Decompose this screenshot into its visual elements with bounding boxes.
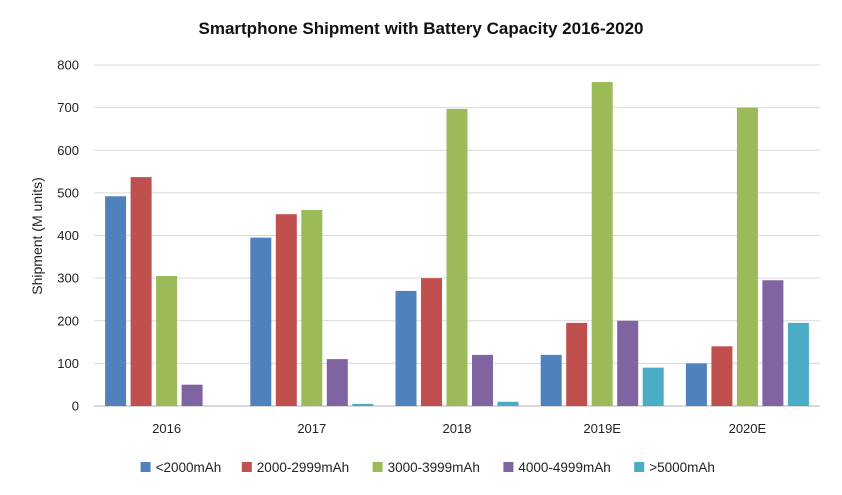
bar-2019e-series-1 bbox=[540, 354, 562, 406]
bar-2019e-series-4 bbox=[617, 320, 639, 406]
legend-label: 3000-3999mAh bbox=[388, 460, 480, 475]
bar-2016-series-3 bbox=[156, 275, 178, 406]
legend-swatch bbox=[140, 462, 151, 472]
bar-2018-series-5 bbox=[497, 401, 519, 406]
legend-item: 3000-3999mAh bbox=[372, 460, 480, 475]
legend-swatch bbox=[241, 462, 252, 472]
x-tick-label: 2019E bbox=[583, 421, 621, 436]
bar-2019e-series-2 bbox=[566, 322, 588, 406]
legend-item: 2000-2999mAh bbox=[241, 460, 349, 475]
legend-label: 2000-2999mAh bbox=[257, 460, 349, 475]
y-tick-label: 100 bbox=[57, 356, 79, 371]
y-tick-label: 400 bbox=[57, 228, 79, 243]
y-tick-label: 500 bbox=[57, 185, 79, 200]
y-tick-label: 800 bbox=[57, 58, 79, 73]
y-tick-label: 200 bbox=[57, 313, 79, 328]
x-tick-label: 2016 bbox=[152, 421, 181, 436]
x-tick-label: 2017 bbox=[297, 421, 326, 436]
legend-label: 4000-4999mAh bbox=[518, 460, 610, 475]
legend-label: >5000mAh bbox=[649, 460, 715, 475]
bars bbox=[105, 82, 809, 407]
y-tick-label: 600 bbox=[57, 143, 79, 158]
bar-2018-series-1 bbox=[395, 290, 417, 406]
bar-2019e-series-3 bbox=[591, 82, 613, 407]
bar-2020e-series-5 bbox=[787, 322, 809, 406]
bar-2017-series-3 bbox=[301, 209, 323, 406]
y-axis-label: Shipment (M units) bbox=[29, 177, 45, 294]
legend: <2000mAh 2000-2999mAh 3000-3999mAh 4000-499… bbox=[140, 460, 715, 475]
tick-labels: 0 100 200 300 400 500 600 700 800 2016 2017 2018 201… bbox=[57, 58, 766, 437]
bar-2018-series-4 bbox=[472, 354, 493, 406]
legend-swatch bbox=[503, 462, 514, 472]
legend-item: 4000-4999mAh bbox=[503, 460, 611, 475]
bar-2018-series-2 bbox=[421, 278, 442, 407]
legend-label: <2000mAh bbox=[156, 460, 222, 475]
legend-swatch bbox=[634, 462, 645, 472]
bar-2017-series-4 bbox=[326, 359, 348, 406]
bar-2020e-series-2 bbox=[711, 346, 733, 406]
legend-item: >5000mAh bbox=[634, 460, 715, 475]
bar-2020e-series-3 bbox=[736, 107, 758, 407]
y-tick-label: 0 bbox=[72, 399, 79, 414]
bar-2016-series-1 bbox=[105, 196, 127, 406]
bar-2018-series-3 bbox=[446, 108, 468, 407]
bar-2017-series-1 bbox=[250, 237, 272, 406]
y-tick-label: 700 bbox=[57, 100, 79, 115]
chart-title: Smartphone Shipment with Battery Capacit… bbox=[199, 19, 644, 38]
legend-swatch bbox=[372, 462, 383, 472]
bar-2019e-series-5 bbox=[642, 367, 664, 406]
x-tick-label: 2018 bbox=[443, 421, 472, 436]
legend-item: <2000mAh bbox=[140, 460, 222, 475]
x-tick-label: 2020E bbox=[729, 421, 767, 436]
bar-2016-series-2 bbox=[130, 177, 152, 406]
bar-2017-series-2 bbox=[275, 214, 297, 406]
bar-2020e-series-4 bbox=[762, 280, 784, 406]
bar-2020e-series-1 bbox=[685, 363, 707, 407]
y-tick-label: 300 bbox=[57, 271, 79, 286]
bar-2017-series-5 bbox=[352, 403, 374, 406]
bar-2016-series-4 bbox=[181, 384, 203, 406]
